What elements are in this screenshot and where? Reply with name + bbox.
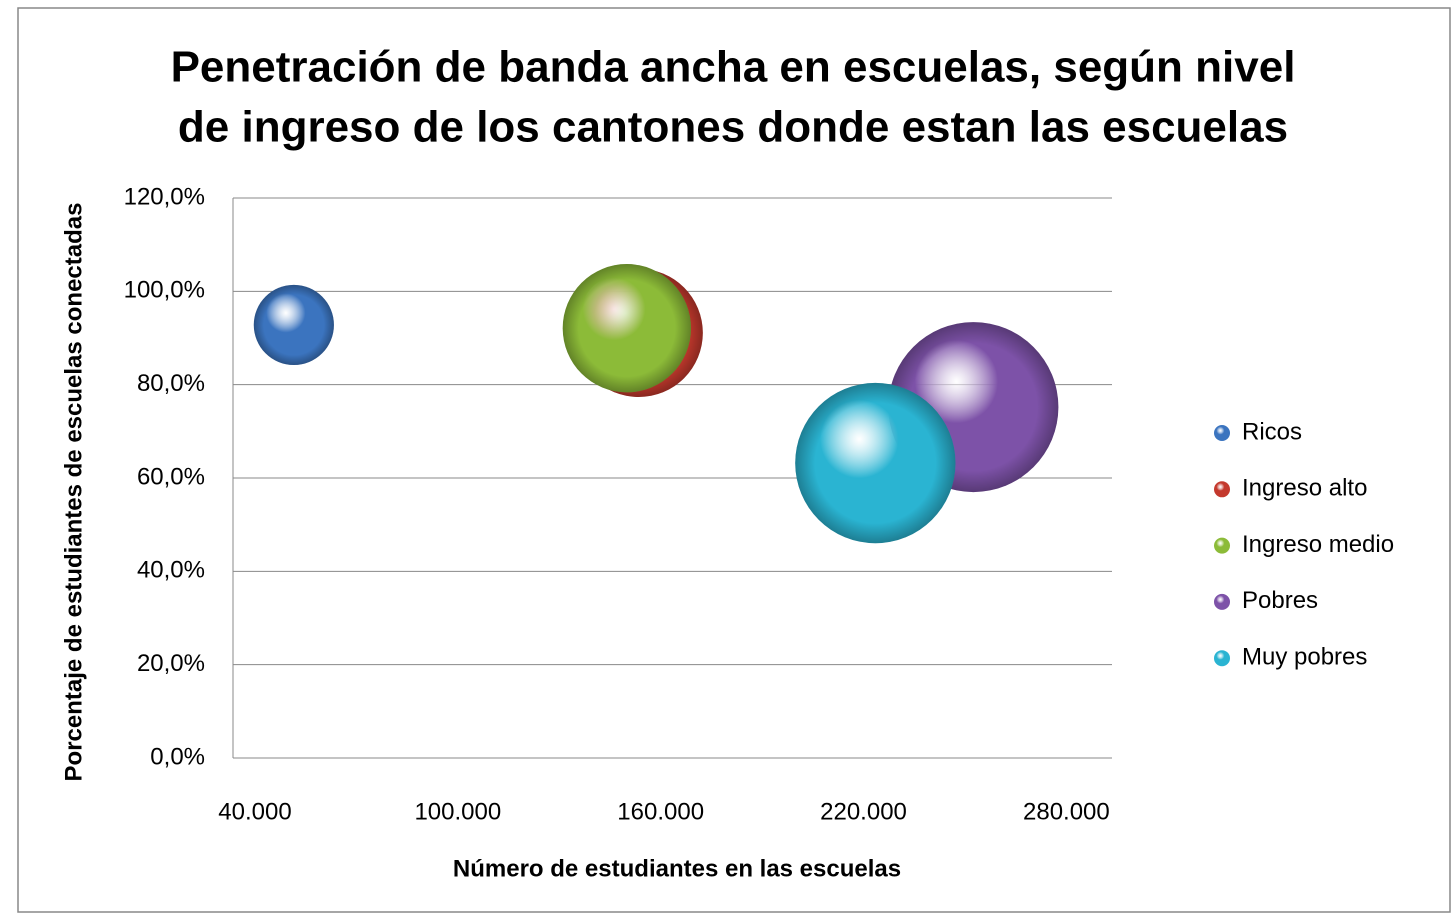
chart-title: de ingreso de los cantones donde estan l…	[178, 103, 1288, 152]
x-tick-label: 220.000	[820, 798, 907, 825]
x-tick-label: 160.000	[617, 798, 704, 825]
x-tick-label: 280.000	[1023, 798, 1110, 825]
y-tick-label: 0,0%	[150, 743, 205, 770]
legend-label: Ingreso medio	[1242, 531, 1394, 558]
chart-border	[17, 7, 1451, 913]
legend-marker	[1214, 650, 1230, 667]
bubble	[253, 284, 334, 366]
legend-label: Ingreso alto	[1242, 475, 1367, 502]
chart-title: Penetración de banda ancha en escuelas, …	[171, 43, 1296, 92]
bubble	[562, 264, 692, 393]
y-tick-label: 20,0%	[137, 650, 205, 677]
bubble	[795, 382, 956, 544]
legend-label: Pobres	[1242, 587, 1318, 614]
x-axis-title: Número de estudiantes en las escuelas	[453, 855, 901, 882]
y-tick-label: 80,0%	[137, 370, 205, 397]
legend-marker	[1214, 425, 1230, 441]
y-tick-label: 60,0%	[137, 463, 205, 490]
legend-marker	[1214, 537, 1230, 554]
y-tick-label: 120,0%	[124, 183, 205, 210]
y-axis-title: Porcentaje de estudiantes de escuelas co…	[60, 203, 87, 782]
x-tick-label: 100.000	[414, 798, 501, 825]
legend-marker	[1214, 593, 1230, 610]
y-tick-label: 40,0%	[137, 557, 205, 584]
legend-label: Muy pobres	[1242, 644, 1367, 671]
legend-label: Ricos	[1242, 418, 1302, 445]
y-tick-label: 100,0%	[124, 277, 205, 304]
legend-marker	[1214, 481, 1230, 498]
x-tick-label: 40.000	[218, 798, 291, 825]
